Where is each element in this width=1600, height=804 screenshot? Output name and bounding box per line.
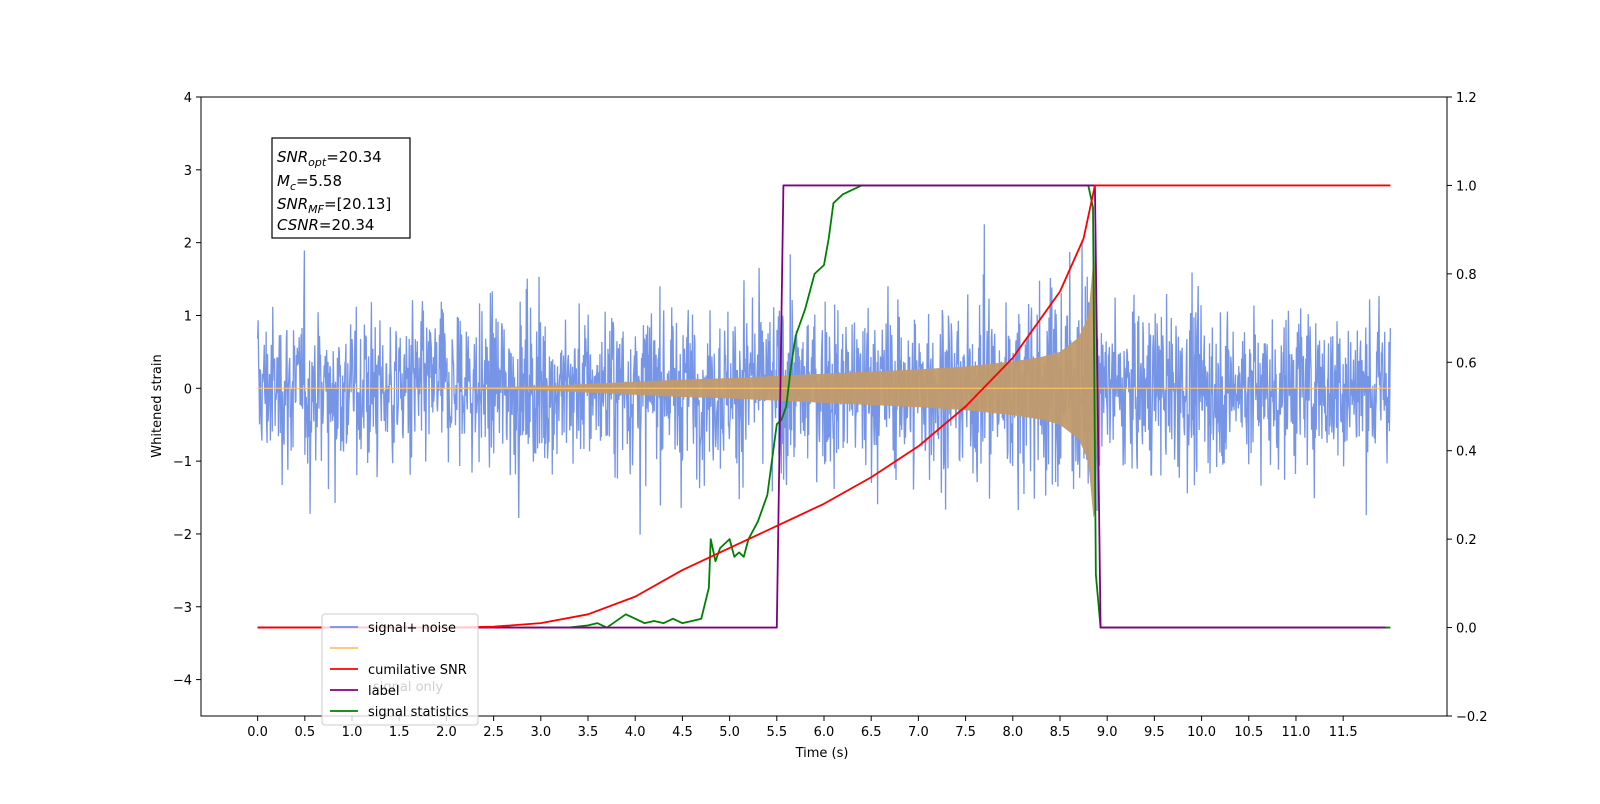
annotation-snr-mf: SNRMF=[20.13] [277, 195, 391, 216]
y-left-tick-label: 4 [184, 91, 192, 106]
legend-label: signal+ noise [368, 621, 456, 636]
right-axis-lines [257, 184, 1391, 629]
x-tick-label: 10.0 [1187, 725, 1216, 740]
x-tick-label: 11.0 [1281, 725, 1310, 740]
y-right-tick-label: 1.2 [1456, 91, 1477, 106]
y-right-tick-label: 0.0 [1456, 622, 1477, 637]
x-tick-label: 3.5 [578, 725, 599, 740]
x-tick-label: 4.0 [625, 725, 646, 740]
y-right-tick-label: 0.4 [1456, 445, 1477, 460]
legend-label: signal statistics [368, 705, 469, 720]
x-tick-label: 4.5 [672, 725, 693, 740]
x-tick-label: 1.5 [389, 725, 410, 740]
y-right-tick-label: 0.8 [1456, 268, 1477, 283]
y-right-tick-label: 0.2 [1456, 533, 1477, 548]
x-tick-label: 3.0 [530, 725, 551, 740]
x-tick-label: 9.0 [1097, 725, 1118, 740]
annotation-mc: Mc=5.58 [277, 172, 342, 193]
label-line [257, 184, 1386, 629]
y-left-tick-label: −2 [173, 528, 192, 543]
y-axis-left-ticks: 4 3 2 1 0 −1 −2 −3 −4 [173, 91, 201, 689]
snr-annotation-box: SNRopt=20.34 Mc=5.58 SNRMF=[20.13] CSNR=… [271, 137, 411, 239]
x-tick-label: 8.0 [1002, 725, 1023, 740]
legend-label: cumilative SNR [368, 663, 467, 678]
legend: signal only signal+ noise cumilative SNR l… [321, 613, 479, 726]
x-tick-label: 2.5 [483, 725, 504, 740]
x-tick-label: 5.0 [719, 725, 740, 740]
y-left-tick-label: 3 [184, 164, 192, 179]
x-axis-ticks: 0.0 0.5 1.0 1.5 2.0 2.5 3.0 3.5 4.0 4.5 5.0 5.5 6.0 6… [247, 716, 1358, 740]
y-right-tick-label: 1.0 [1456, 179, 1477, 194]
x-tick-label: 11.5 [1329, 725, 1358, 740]
annotation-csnr: CSNR=20.34 [277, 216, 374, 234]
x-tick-label: 7.0 [908, 725, 929, 740]
y-left-tick-label: 1 [184, 309, 192, 324]
y-axis-label: Whitened strain [150, 354, 165, 457]
x-tick-label: 5.5 [766, 725, 787, 740]
legend-label: label [368, 684, 399, 699]
x-tick-label: 8.5 [1050, 725, 1071, 740]
legend-items: signal+ noise cumilative SNR label signal s… [330, 621, 469, 720]
x-tick-label: 0.0 [247, 725, 268, 740]
annotation-snr-opt: SNRopt=20.34 [277, 148, 382, 169]
x-tick-label: 0.5 [294, 725, 315, 740]
x-tick-label: 9.5 [1144, 725, 1165, 740]
x-tick-label: 10.5 [1234, 725, 1263, 740]
y-left-tick-label: 0 [184, 382, 192, 397]
y-left-tick-label: −3 [173, 601, 192, 616]
cumilative-snr-line [257, 184, 1391, 629]
y-right-tick-label: −0.2 [1456, 710, 1488, 725]
y-left-tick-label: 2 [184, 237, 192, 252]
x-tick-label: 7.5 [955, 725, 976, 740]
y-axis-right-ticks: 1.2 1.0 0.8 0.6 0.4 0.2 0.0 −0.2 [1447, 91, 1488, 725]
y-left-tick-label: −4 [173, 674, 192, 689]
x-tick-label: 1.0 [342, 725, 363, 740]
y-left-tick-label: −1 [173, 455, 192, 470]
y-right-tick-label: 0.6 [1456, 356, 1477, 371]
x-axis-label: Time (s) [795, 746, 849, 761]
legend-ghost-text: signal only [373, 680, 443, 695]
x-tick-label: 2.0 [436, 725, 457, 740]
x-tick-label: 6.0 [814, 725, 835, 740]
signal-only-layer [257, 258, 1391, 519]
x-tick-label: 6.5 [861, 725, 882, 740]
